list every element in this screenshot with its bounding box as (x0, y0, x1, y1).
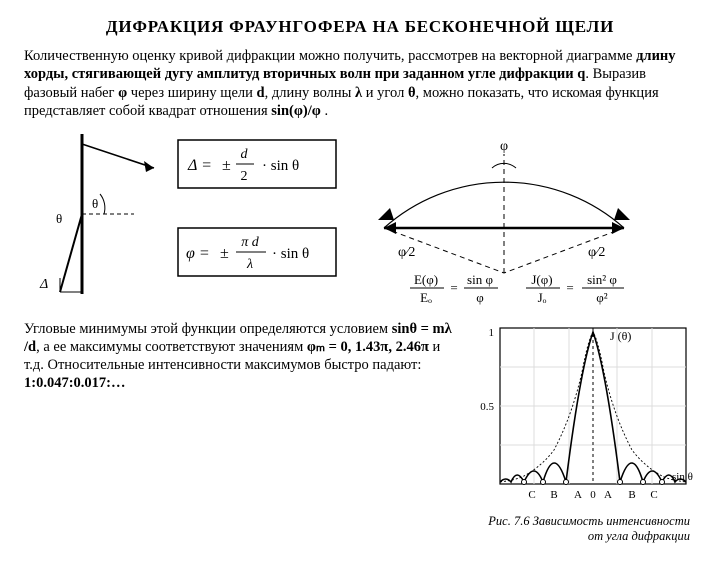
intensity-chart: 1 0.5 J (θ) 0 A A B B C C sin θ (476, 320, 696, 510)
svg-text:θ: θ (92, 196, 98, 211)
delta-label: Δ (39, 277, 48, 292)
page-title: ДИФРАКЦИЯ ФРАУНГОФЕРА НА БЕСКОНЕЧНОЙ ЩЕЛ… (24, 16, 696, 37)
p2-t2: , а ее максимумы соответствуют значениям (36, 339, 307, 355)
eq2-pm: ± (220, 245, 229, 262)
x-zero: 0 (590, 489, 596, 501)
caption-l1: Рис. 7.6 Зависимость интенсивности (488, 514, 690, 528)
y1: 1 (489, 327, 495, 339)
x-axis-label: sin θ (672, 471, 693, 483)
eq1-pm: ± (222, 157, 231, 174)
intro-t8: . (321, 103, 328, 119)
slit-diagram: θ θ Δ (24, 128, 164, 298)
intro-paragraph: Количественную оценку кривой дифракции м… (24, 47, 696, 120)
x-Cl: C (528, 489, 535, 501)
eq1: = (450, 280, 457, 295)
p2-t1: Угловые минимумы этой функции определяют… (24, 321, 392, 337)
p2-ratio: 1:0.047:0.017:… (24, 375, 126, 391)
f2-r2: φ² (596, 290, 608, 305)
f2-r1: sin² φ (587, 272, 617, 287)
intro-th1: θ (408, 85, 416, 101)
eq2-lhs: φ = (186, 245, 210, 262)
j-label: J (θ) (610, 329, 631, 343)
half-phi-b: φ⁄2 (588, 245, 605, 260)
x-Cr: C (650, 489, 657, 501)
intro-t1: Количественную оценку кривой дифракции м… (24, 48, 636, 64)
f1-r2: φ (476, 290, 484, 305)
intro-t5: , длину волны (265, 85, 355, 101)
phi-label: φ (500, 139, 508, 154)
eq1-lhs: Δ = (187, 157, 212, 174)
x-Bl: B (550, 489, 557, 501)
f1-l2: Eₒ (420, 290, 432, 305)
intro-ratio: sin(φ)/φ (271, 103, 321, 119)
figure-caption: Рис. 7.6 Зависимость интенсивности от уг… (24, 514, 696, 545)
x-Br: B (628, 489, 635, 501)
intro-phi1: φ (118, 85, 127, 101)
x-Ar: A (604, 489, 612, 501)
f1-l1: E(φ) (414, 272, 438, 287)
f2-l2: Jₒ (538, 290, 547, 305)
equation-boxes: Δ = ± d 2 · sin θ φ = ± π d λ · sin θ (174, 128, 344, 298)
f1-r1: sin φ (467, 272, 493, 287)
half-phi-a: φ⁄2 (398, 245, 415, 260)
x-Al: A (574, 489, 582, 501)
eq1-den: 2 (241, 169, 248, 184)
p2-vals: φₘ = 0, 1.43π, 2.46π (307, 339, 429, 355)
eq2-tail: · sin θ (272, 246, 309, 262)
eq2-num: π d (241, 235, 260, 250)
eq2-den: λ (246, 257, 253, 272)
theta-label: θ (56, 211, 62, 226)
y05: 0.5 (480, 401, 494, 413)
eq2: = (566, 280, 573, 295)
eq1-num: d (241, 147, 249, 162)
caption-l2: от угла дифракции (588, 529, 690, 543)
intro-t6: и угол (362, 85, 408, 101)
minima-paragraph: Угловые минимумы этой функции определяют… (24, 320, 458, 393)
eq1-tail: · sin θ (262, 158, 299, 174)
f2-l1: J(φ) (531, 272, 552, 287)
phasor-diagram: φ φ⁄2 φ⁄2 E(φ) Eₒ = sin φ φ J(φ) Jₒ = si… (354, 128, 654, 308)
intro-t4: через ширину щели (127, 85, 256, 101)
intro-d1: d (257, 85, 265, 101)
